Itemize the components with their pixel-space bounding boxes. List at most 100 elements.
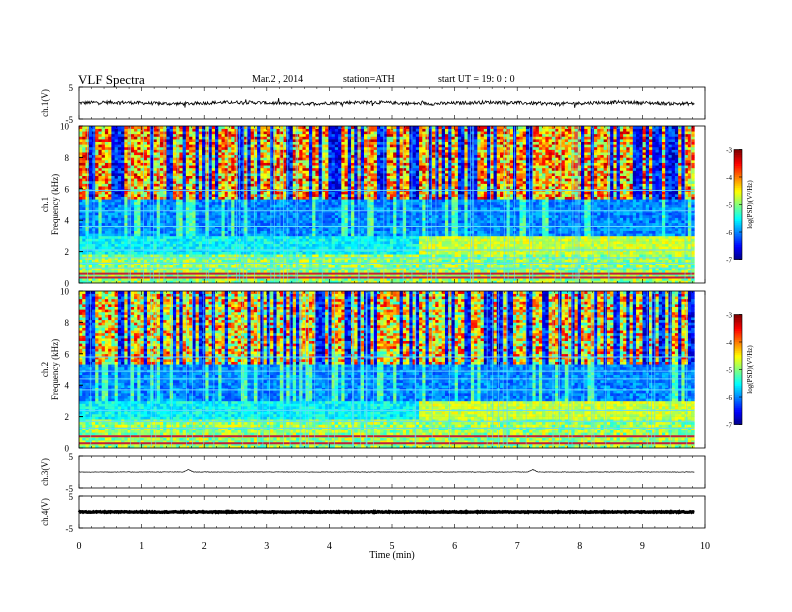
panel-ch1-spectrogram-cell xyxy=(117,141,122,145)
panel-ch1-spectrogram-cell xyxy=(159,191,164,195)
panel-ch1-spectrogram-cell xyxy=(218,128,222,132)
panel-ch1-spectrogram-cell xyxy=(257,139,261,142)
panel-ch1-spectrogram-cell xyxy=(321,204,326,208)
panel-ch1-spectrogram-cell xyxy=(195,139,200,142)
panel-ch1-spectrogram-cell xyxy=(117,238,122,242)
panel-ch1-spectrogram-cell xyxy=(169,126,174,129)
panel-ch1-spectrogram-cell xyxy=(202,157,206,161)
panel-ch1-spectrogram-cell xyxy=(104,241,109,245)
panel-ch1-spectrogram-cell xyxy=(266,167,271,171)
panel-ch1-spectrogram-cell xyxy=(156,126,161,129)
panel-ch1-spectrogram-cell xyxy=(292,264,297,268)
panel-ch1-spectrogram-cell xyxy=(130,165,135,169)
panel-ch1-spectrogram-cell xyxy=(121,160,125,163)
panel-ch1-spectrogram-cell xyxy=(163,241,167,245)
panel-ch1-spectrogram-cell xyxy=(244,139,248,142)
panel-ch1-spectrogram-cell xyxy=(273,160,277,163)
panel-ch1-spectrogram-cell xyxy=(289,133,294,137)
panel-ch1-spectrogram-cell xyxy=(276,128,281,132)
panel-ch1-spectrogram-cell xyxy=(315,173,319,177)
panel-ch1-spectrogram-cell xyxy=(338,157,342,161)
panel-ch1-spectrogram-cell xyxy=(244,214,248,218)
panel-ch1-spectrogram-cell xyxy=(338,254,342,258)
panel-ch1-spectrogram-cell xyxy=(341,246,345,250)
panel-ch1-spectrogram-cell xyxy=(195,136,200,140)
panel-ch1-spectrogram-cell xyxy=(231,194,235,197)
panel-ch1-spectrogram-cell xyxy=(283,149,287,153)
panel-ch1-spectrogram-cell xyxy=(270,165,274,169)
panel-ch1-spectrogram-cell xyxy=(189,194,193,197)
panel-ch1-spectrogram-cell xyxy=(224,167,229,171)
panel-ch1-spectrogram-cell xyxy=(137,243,141,247)
panel-ch1-spectrogram-cell xyxy=(143,222,148,226)
panel-ch1-spectrogram-cell xyxy=(250,220,255,224)
panel-ch1-spectrogram-cell xyxy=(221,170,226,174)
panel-ch1-spectrogram-cell xyxy=(179,243,183,247)
panel-ch1-spectrogram-cell xyxy=(231,154,235,158)
panel-ch1-spectrogram-cell xyxy=(224,126,229,129)
panel-ch1-spectrogram-cell xyxy=(218,280,222,284)
panel-ch1-spectrogram-cell xyxy=(114,222,119,226)
panel-ch1-spectrogram-cell xyxy=(111,152,115,156)
panel-ch1-spectrogram-cell xyxy=(182,269,187,273)
panel-ch1-spectrogram-cell xyxy=(124,183,128,187)
panel-ch1-spectrogram-cell xyxy=(305,165,310,169)
panel-ch1-spectrogram-cell xyxy=(111,246,115,250)
panel-ch1-spectrogram-cell xyxy=(88,178,93,182)
panel-ch1-spectrogram-cell xyxy=(325,264,329,268)
panel-ch1-spectrogram-cell xyxy=(270,264,274,268)
panel-ch1-spectrogram-cell xyxy=(140,141,145,145)
panel-ch1-spectrogram-cell xyxy=(192,264,196,268)
panel-ch1-spectrogram-cell xyxy=(159,204,164,208)
panel-ch1-spectrogram-cell xyxy=(250,165,255,169)
panel-ch1-spectrogram-cell xyxy=(305,230,310,234)
panel-ch1-spectrogram-cell xyxy=(318,146,323,150)
panel-ch1-spectrogram-cell xyxy=(315,243,319,247)
panel-ch1-spectrogram-cell xyxy=(124,217,128,221)
panel-ch1-spectrogram-cell xyxy=(124,178,128,182)
panel-ch1-spectrogram-cell xyxy=(166,235,170,239)
panel-ch1-spectrogram-cell xyxy=(224,139,229,142)
panel-ch1-spectrogram-cell xyxy=(312,222,316,226)
panel-ch1-spectrogram-cell xyxy=(114,178,119,182)
panel-ch1-spectrogram-cell xyxy=(218,212,222,216)
panel-ch1-spectrogram-cell xyxy=(318,238,323,242)
panel-ch1-spectrogram-cell xyxy=(192,173,196,177)
panel-ch1-spectrogram-cell xyxy=(117,267,122,271)
panel-ch1-spectrogram-cell xyxy=(208,131,213,135)
panel-ch1-spectrogram-cell xyxy=(137,173,141,177)
panel-ch1-spectrogram-cell xyxy=(101,175,106,179)
panel-ch1-spectrogram-cell xyxy=(250,267,255,271)
panel-ch1-spectrogram-cell xyxy=(215,191,219,195)
panel-ch1-spectrogram-cell xyxy=(98,175,102,179)
panel-ch1-spectrogram-cell xyxy=(134,280,138,284)
panel-ch1-spectrogram-cell xyxy=(263,128,268,132)
panel-ch1-spectrogram-cell xyxy=(137,241,141,245)
panel-ch1-spectrogram-cell xyxy=(308,207,313,211)
panel-ch1-spectrogram-cell xyxy=(273,235,277,239)
panel-ch1-spectrogram-cell xyxy=(211,194,216,197)
panel-ch1-spectrogram-cell xyxy=(325,269,329,273)
panel-ch1-spectrogram-cell xyxy=(305,139,310,142)
panel-ch1-spectrogram-cell xyxy=(153,264,158,268)
panel-ch1-spectrogram-cell xyxy=(179,146,183,150)
panel-ch1-spectrogram-cell xyxy=(98,207,102,211)
panel-ch1-spectrogram-cell xyxy=(172,254,177,258)
panel-ch1-spectrogram-cell xyxy=(202,183,206,187)
panel-ch1-spectrogram-cell xyxy=(257,146,261,150)
panel-ch1-spectrogram-cell xyxy=(211,235,216,239)
panel-ch1-spectrogram-cell xyxy=(153,233,158,237)
panel-ch1-spectrogram-cell xyxy=(202,230,206,234)
panel-ch1-spectrogram-cell xyxy=(130,222,135,226)
panel-ch1-spectrogram-cell xyxy=(137,220,141,224)
panel-ch1-spectrogram-cell xyxy=(195,246,200,250)
panel-ch1-spectrogram-cell xyxy=(312,230,316,234)
panel-ch1-spectrogram-cell xyxy=(121,204,125,208)
panel-ch1-spectrogram-cell xyxy=(205,201,209,205)
panel-ch1-spectrogram-cell xyxy=(185,212,190,216)
panel-ch1-spectrogram-cell xyxy=(273,267,277,271)
panel-ch1-spectrogram-cell xyxy=(315,191,319,195)
panel-ch1-spectrogram-cell xyxy=(208,269,213,273)
panel-ch1-spectrogram-cell xyxy=(328,251,332,255)
panel-ch1-spectrogram-cell xyxy=(88,251,93,255)
